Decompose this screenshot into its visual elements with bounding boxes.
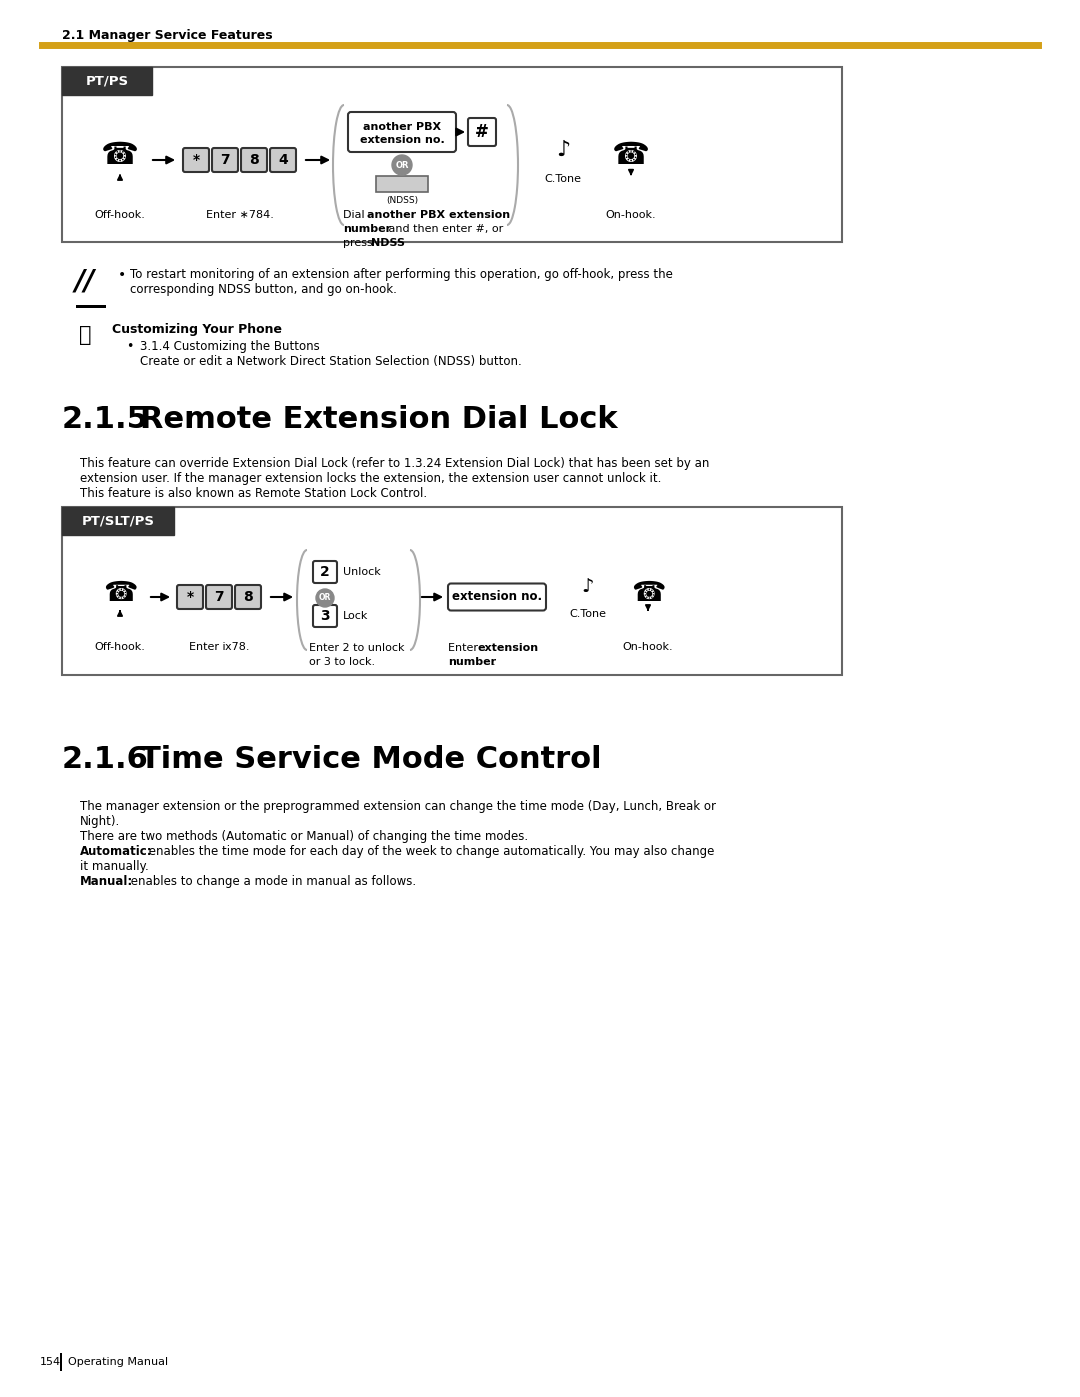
FancyBboxPatch shape	[212, 148, 238, 172]
Text: Time Service Mode Control: Time Service Mode Control	[140, 745, 602, 774]
Text: extension no.: extension no.	[360, 136, 444, 145]
Bar	[62, 507, 174, 535]
Text: OR: OR	[395, 161, 408, 169]
Text: ☎: ☎	[102, 141, 139, 170]
Text: extension no.: extension no.	[451, 591, 542, 604]
Text: PT/SLT/PS: PT/SLT/PS	[81, 514, 154, 528]
Circle shape	[316, 590, 334, 608]
Text: Enter 2 to unlock: Enter 2 to unlock	[309, 643, 405, 652]
Text: Automatic:: Automatic:	[80, 845, 152, 858]
Text: and then enter #, or: and then enter #, or	[384, 224, 503, 235]
Text: PT/PS: PT/PS	[85, 74, 129, 88]
Text: (NDSS): (NDSS)	[386, 196, 418, 205]
Text: Manual:: Manual:	[80, 875, 133, 888]
Text: or 3 to lock.: or 3 to lock.	[309, 657, 375, 666]
Text: Dial: Dial	[343, 210, 372, 219]
Text: Off-hook.: Off-hook.	[95, 643, 146, 652]
Bar	[62, 67, 842, 242]
Text: C.Tone: C.Tone	[569, 609, 607, 619]
FancyBboxPatch shape	[313, 605, 337, 627]
Text: press: press	[343, 237, 376, 249]
Text: enables the time mode for each day of the week to change automatically. You may : enables the time mode for each day of th…	[145, 845, 714, 858]
Text: There are two methods (Automatic or Manual) of changing the time modes.: There are two methods (Automatic or Manu…	[80, 830, 528, 842]
FancyBboxPatch shape	[313, 562, 337, 583]
Text: 2.1 Manager Service Features: 2.1 Manager Service Features	[62, 29, 272, 42]
Text: This feature can override Extension Dial Lock (refer to 1.3.24 Extension Dial Lo: This feature can override Extension Dial…	[80, 457, 710, 469]
Text: another PBX: another PBX	[363, 122, 441, 131]
Text: Remote Extension Dial Lock: Remote Extension Dial Lock	[140, 405, 618, 434]
Text: another PBX extension: another PBX extension	[367, 210, 510, 219]
Text: it manually.: it manually.	[80, 861, 149, 873]
Text: 7: 7	[214, 590, 224, 604]
Text: Lock: Lock	[343, 610, 368, 622]
Text: *: *	[192, 154, 200, 168]
Text: To restart monitoring of an extension after performing this operation, go off-ho: To restart monitoring of an extension af…	[130, 268, 673, 281]
FancyBboxPatch shape	[448, 584, 546, 610]
Text: 3.1.4 Customizing the Buttons: 3.1.4 Customizing the Buttons	[140, 339, 320, 353]
Text: This feature is also known as Remote Station Lock Control.: This feature is also known as Remote Sta…	[80, 488, 427, 500]
Text: .: .	[492, 657, 496, 666]
Text: ♪: ♪	[556, 140, 570, 161]
Text: number: number	[343, 224, 391, 235]
Text: 8: 8	[243, 590, 253, 604]
Text: 2: 2	[320, 564, 329, 578]
Text: 2.1.6: 2.1.6	[62, 745, 149, 774]
Text: .: .	[399, 237, 403, 249]
Text: Enter: Enter	[448, 643, 482, 652]
FancyBboxPatch shape	[183, 148, 210, 172]
Text: Night).: Night).	[80, 814, 120, 828]
Bar	[62, 507, 842, 675]
Text: 7: 7	[220, 154, 230, 168]
Text: corresponding NDSS button, and go on-hook.: corresponding NDSS button, and go on-hoo…	[130, 284, 396, 296]
Text: Off-hook.: Off-hook.	[95, 210, 146, 219]
Text: Create or edit a Network Direct Station Selection (NDSS) button.: Create or edit a Network Direct Station …	[140, 355, 522, 367]
Text: •: •	[126, 339, 133, 353]
Bar	[376, 176, 428, 191]
Text: #: #	[475, 123, 489, 141]
Text: 👉: 👉	[79, 326, 91, 345]
Text: Enter ⅸ78.: Enter ⅸ78.	[189, 643, 249, 652]
Bar	[60, 1354, 62, 1370]
FancyBboxPatch shape	[206, 585, 232, 609]
FancyBboxPatch shape	[270, 148, 296, 172]
Text: On-hook.: On-hook.	[623, 643, 673, 652]
Text: Enter ∗784.: Enter ∗784.	[205, 210, 273, 219]
FancyBboxPatch shape	[468, 117, 496, 147]
Bar	[76, 305, 106, 307]
Text: Customizing Your Phone: Customizing Your Phone	[112, 323, 282, 337]
Text: extension user. If the manager extension locks the extension, the extension user: extension user. If the manager extension…	[80, 472, 661, 485]
Text: enables to change a mode in manual as follows.: enables to change a mode in manual as fo…	[127, 875, 416, 888]
Text: The manager extension or the preprogrammed extension can change the time mode (D: The manager extension or the preprogramm…	[80, 800, 716, 813]
Text: On-hook.: On-hook.	[606, 210, 657, 219]
Text: ☎: ☎	[631, 578, 665, 608]
Text: *: *	[187, 590, 193, 604]
Text: ☎: ☎	[103, 578, 137, 608]
Text: 2.1.5: 2.1.5	[62, 405, 149, 434]
Text: •: •	[118, 268, 126, 282]
Text: 154: 154	[40, 1356, 62, 1368]
Text: C.Tone: C.Tone	[544, 175, 581, 184]
Text: Unlock: Unlock	[343, 567, 381, 577]
Text: 4: 4	[279, 154, 288, 168]
FancyBboxPatch shape	[241, 148, 267, 172]
Text: Operating Manual: Operating Manual	[68, 1356, 168, 1368]
Bar	[62, 67, 152, 95]
Text: extension: extension	[478, 643, 539, 652]
Text: 8: 8	[249, 154, 259, 168]
Text: ♪: ♪	[582, 577, 594, 597]
Text: NDSS: NDSS	[372, 237, 405, 249]
Text: ☎: ☎	[612, 141, 650, 170]
FancyBboxPatch shape	[348, 112, 456, 152]
FancyBboxPatch shape	[235, 585, 261, 609]
Circle shape	[392, 155, 411, 175]
Text: number: number	[448, 657, 496, 666]
Text: 3: 3	[320, 609, 329, 623]
FancyBboxPatch shape	[177, 585, 203, 609]
Text: OR: OR	[319, 594, 332, 602]
Text: //: //	[75, 267, 95, 295]
